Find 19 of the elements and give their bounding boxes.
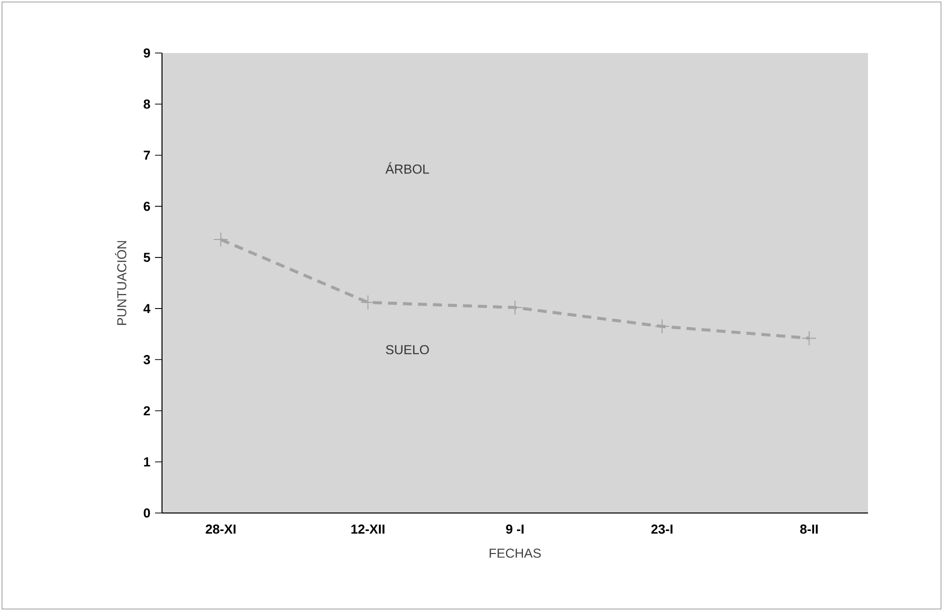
y-tick-label: 5	[144, 252, 150, 262]
y-tick-label: 0	[144, 508, 150, 518]
y-tick-label: 1	[144, 457, 150, 466]
x-tick-label: 8-II	[800, 524, 818, 534]
y-tick-label: 8	[144, 100, 150, 109]
x-tick-label: 28-XI	[206, 524, 236, 534]
y-tick-label: 3	[144, 355, 150, 364]
y-tick-label: 2	[144, 406, 150, 416]
annotation: SUELO	[386, 345, 429, 354]
y-tick-label: 4	[143, 304, 150, 314]
y-tick-label: 9	[144, 48, 150, 58]
y-axis-title: PUNTUACIÓN	[114, 241, 126, 325]
annotation: ÁRBOL	[385, 162, 430, 174]
x-tick-label: 23-I	[651, 524, 672, 534]
x-tick-label: 12-XII	[351, 524, 384, 534]
x-tick-label: 9 -I	[506, 524, 524, 534]
y-tick-label: 7	[144, 150, 150, 160]
y-tick-label: 6	[144, 202, 150, 211]
x-axis-title: FECHAS	[490, 548, 541, 558]
